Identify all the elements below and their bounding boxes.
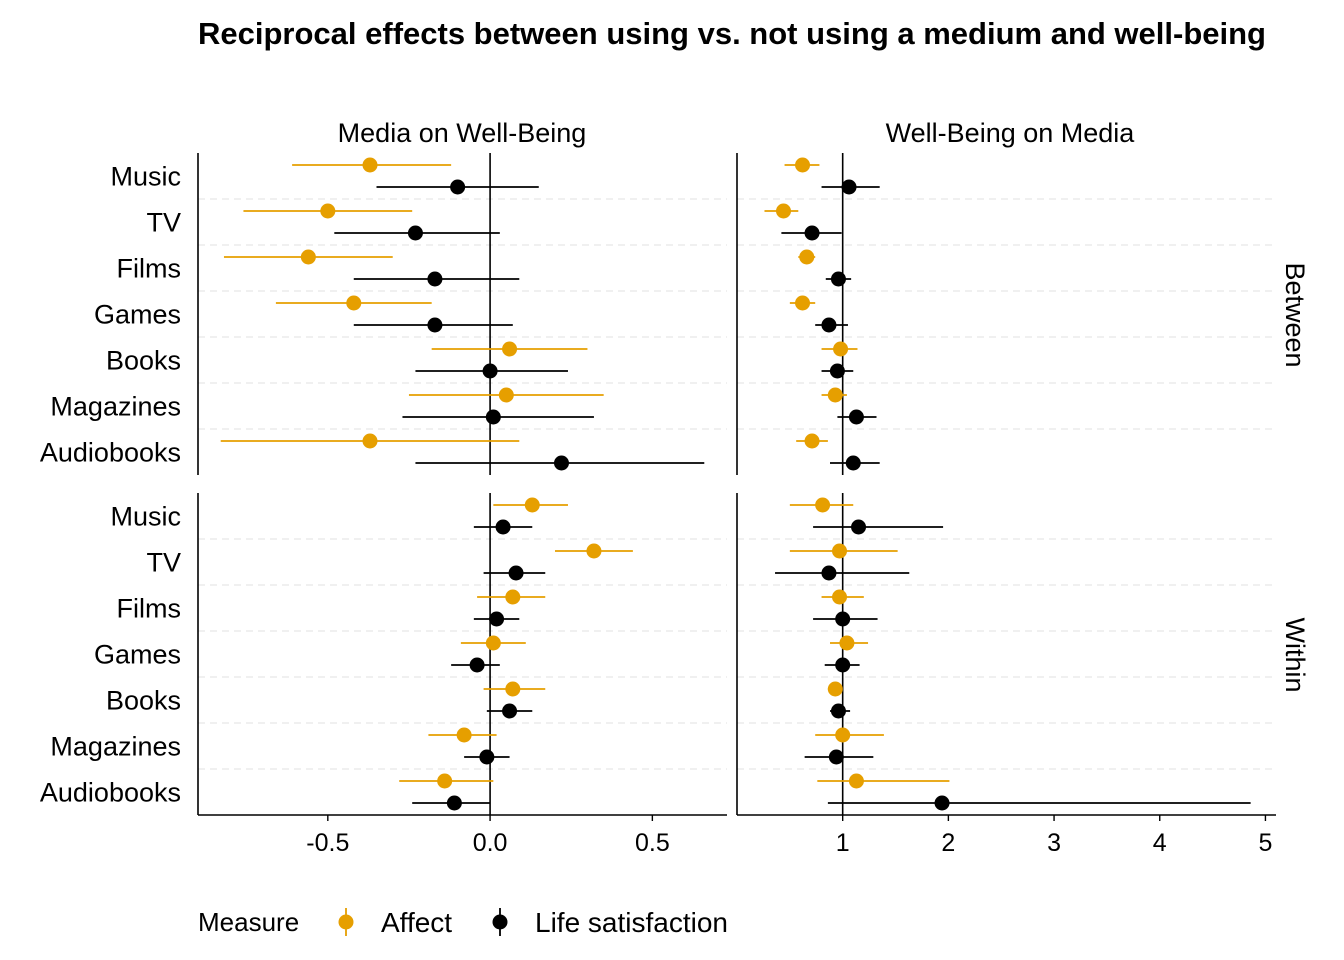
point-life-satisfaction (479, 749, 495, 765)
point-life-satisfaction (495, 519, 511, 535)
point-affect (498, 387, 514, 403)
y-tick-label: Films (117, 254, 181, 284)
legend-keys: Affect Life satisfaction (338, 907, 728, 938)
legend-key-affect (338, 914, 354, 930)
point-life-satisfaction (804, 225, 820, 241)
point-affect (485, 635, 501, 651)
y-tick-label: Audiobooks (40, 438, 181, 468)
point-life-satisfaction (427, 271, 443, 287)
y-tick-label: Audiobooks (40, 778, 181, 808)
point-affect (799, 249, 815, 265)
point-affect (776, 203, 792, 219)
point-life-satisfaction (508, 565, 524, 581)
y-tick-label: TV (146, 548, 181, 578)
point-affect (437, 773, 453, 789)
point-life-satisfaction (482, 363, 498, 379)
point-affect (827, 387, 843, 403)
y-tick-label: Books (106, 686, 181, 716)
point-affect (320, 203, 336, 219)
x-tick-label: 0.0 (473, 829, 508, 857)
point-life-satisfaction (829, 363, 845, 379)
point-life-satisfaction (446, 795, 462, 811)
x-tick-label: 2 (941, 829, 955, 857)
point-affect (362, 433, 378, 449)
point-affect (827, 681, 843, 697)
point-life-satisfaction (502, 703, 518, 719)
y-tick-label: Music (110, 162, 181, 192)
point-affect (795, 295, 811, 311)
y-tick-label: Games (94, 300, 181, 330)
point-life-satisfaction (427, 317, 443, 333)
point-affect (804, 433, 820, 449)
point-life-satisfaction (835, 611, 851, 627)
point-affect (456, 727, 472, 743)
point-life-satisfaction (821, 317, 837, 333)
strip-label-media-on-wellbeing: Media on Well-Being (338, 118, 587, 148)
point-affect (815, 497, 831, 513)
point-affect (848, 773, 864, 789)
y-tick-label: TV (146, 208, 181, 238)
point-affect (835, 727, 851, 743)
legend-label-life-satisfaction: Life satisfaction (535, 907, 728, 938)
x-tick-label: 3 (1047, 829, 1061, 857)
legend-label-affect: Affect (381, 907, 452, 938)
point-affect (839, 635, 855, 651)
point-life-satisfaction (828, 749, 844, 765)
legend-title: Measure (198, 907, 299, 937)
point-life-satisfaction (407, 225, 423, 241)
point-affect (362, 157, 378, 173)
point-affect (346, 295, 362, 311)
point-life-satisfaction (830, 271, 846, 287)
y-tick-label: Magazines (50, 392, 181, 422)
point-life-satisfaction (841, 179, 857, 195)
point-affect (833, 341, 849, 357)
y-tick-label: Games (94, 640, 181, 670)
point-life-satisfaction (848, 409, 864, 425)
strip-label-within: Within (1280, 617, 1310, 692)
strip-label-between: Between (1280, 262, 1310, 367)
point-life-satisfaction (821, 565, 837, 581)
strip-label-wellbeing-on-media: Well-Being on Media (886, 118, 1136, 148)
legend-key-life-satisfaction (492, 914, 508, 930)
point-affect (832, 589, 848, 605)
x-tick-label: -0.5 (306, 829, 349, 857)
x-tick-label: 4 (1153, 829, 1167, 857)
point-affect (502, 341, 518, 357)
point-life-satisfaction (851, 519, 867, 535)
point-life-satisfaction (469, 657, 485, 673)
point-life-satisfaction (485, 409, 501, 425)
y-tick-label: Music (110, 502, 181, 532)
point-life-satisfaction (450, 179, 466, 195)
point-affect (505, 681, 521, 697)
point-affect (832, 543, 848, 559)
x-tick-label: 0.5 (635, 829, 670, 857)
point-life-satisfaction (835, 657, 851, 673)
x-tick-label: 1 (836, 829, 850, 857)
x-tick-label: 5 (1258, 829, 1272, 857)
point-affect (300, 249, 316, 265)
point-affect (586, 543, 602, 559)
point-life-satisfaction (845, 455, 861, 471)
point-affect (795, 157, 811, 173)
point-life-satisfaction (553, 455, 569, 471)
point-life-satisfaction (489, 611, 505, 627)
y-tick-label: Books (106, 346, 181, 376)
legend: Measure Affect Life satisfaction (198, 907, 728, 938)
y-tick-label: Films (117, 594, 181, 624)
point-life-satisfaction (934, 795, 950, 811)
point-affect (505, 589, 521, 605)
chart-title: Reciprocal effects between using vs. not… (198, 16, 1266, 51)
plot-area: Music TV Films Games Books Magazines Audiobook… (40, 153, 1276, 857)
point-affect (524, 497, 540, 513)
point-life-satisfaction (830, 703, 846, 719)
y-tick-label: Magazines (50, 732, 181, 762)
